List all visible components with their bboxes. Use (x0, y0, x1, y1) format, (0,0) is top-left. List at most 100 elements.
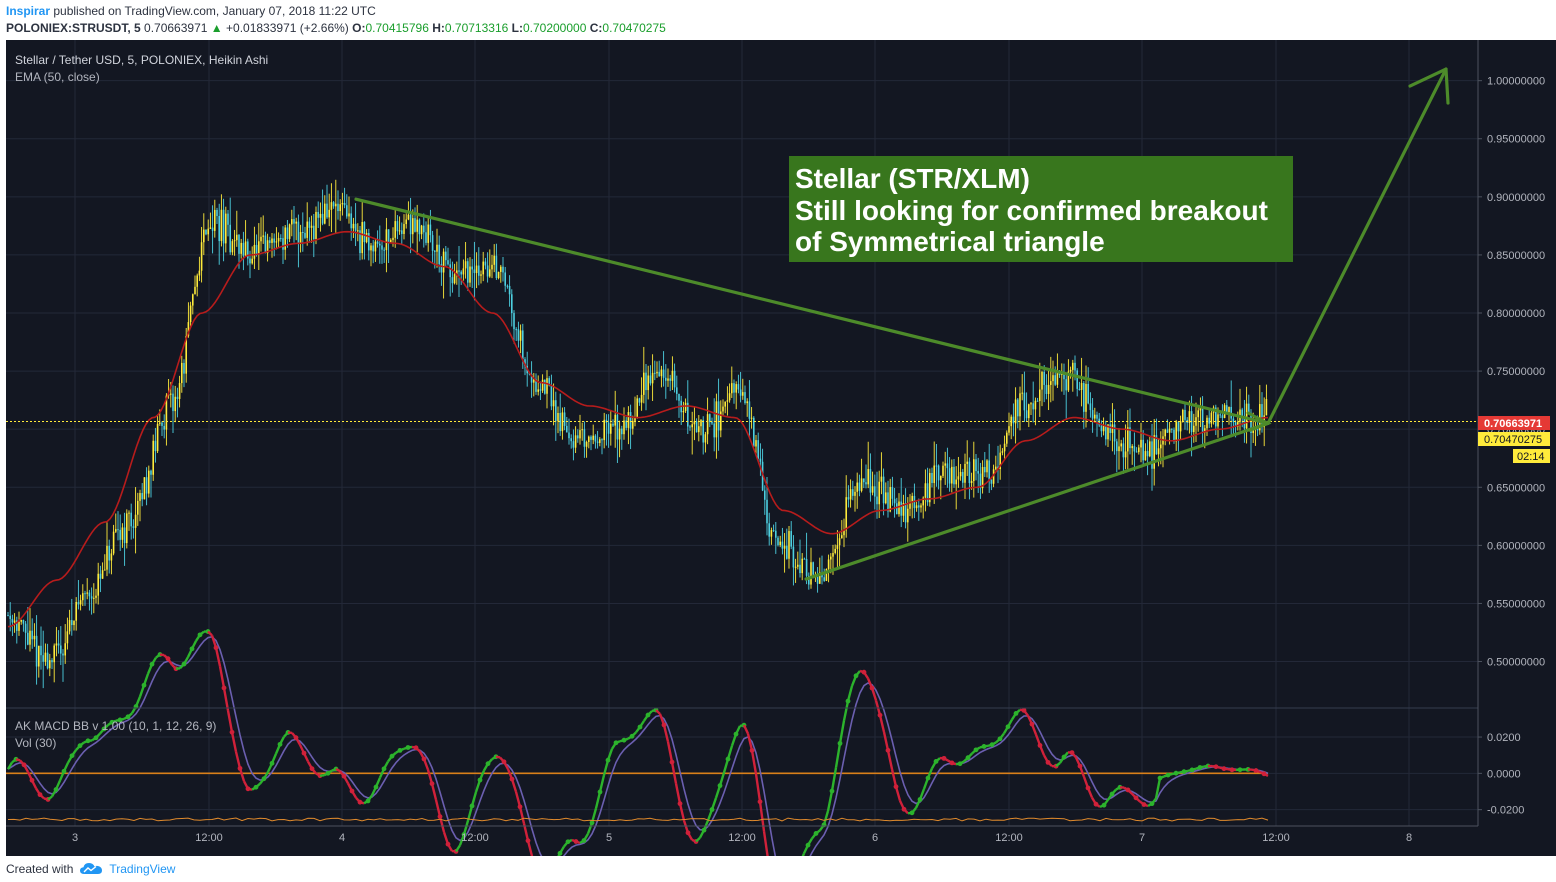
candle-body (22, 619, 25, 624)
macd-segment (606, 748, 614, 761)
candle-body (196, 275, 198, 287)
candle-body (665, 377, 667, 381)
macd-segment (327, 769, 333, 775)
candle-body (123, 527, 126, 544)
candle-body (46, 652, 49, 669)
candle-body (403, 224, 405, 234)
macd-axis[interactable]: 0.0200 0.0000 -0.0200 (1478, 732, 1524, 817)
macd-segment (662, 724, 670, 743)
candle-body (71, 620, 73, 626)
candle-body (445, 251, 447, 261)
macd-segment (518, 806, 526, 824)
candle-body (874, 486, 876, 497)
candle-body (328, 209, 330, 218)
author-link[interactable]: Inspirar (6, 4, 51, 18)
time-axis[interactable]: 3 12:00 4 12:00 5 12:00 6 12:00 7 12:00 8 (72, 832, 1412, 844)
candle-body (847, 497, 850, 500)
candle-body (522, 330, 524, 360)
candle-body (251, 258, 253, 264)
candle-body (574, 435, 577, 448)
candle-body (497, 271, 500, 279)
candle-body (1065, 379, 1067, 391)
time-tick-label: 8 (1406, 832, 1412, 844)
candle-body (1151, 441, 1153, 469)
macd-segment (415, 746, 421, 753)
macd-segment (1086, 787, 1094, 799)
macd-segment (1263, 772, 1269, 777)
candle-body (1072, 362, 1074, 370)
price-axis[interactable]: 1.00000000 0.95000000 0.90000000 0.85000000… (1478, 76, 1545, 669)
macd-segment (1095, 803, 1101, 808)
macd-panel (6, 629, 1478, 882)
chart-svg[interactable]: Stellar (STR/XLM) Still looking for conf… (6, 40, 1556, 882)
macd-segment (462, 820, 470, 835)
candle-body (280, 238, 282, 240)
candle-body (1131, 446, 1133, 449)
candle-body (944, 463, 946, 466)
candle-body (310, 225, 313, 228)
candle-body (746, 401, 748, 404)
symbol-label: POLONIEX:STRUSDT, 5 (6, 21, 141, 35)
legend-title[interactable]: Stellar / Tether USD, 5, POLONIEX, Heiki… (15, 53, 268, 67)
candle-body (1164, 429, 1166, 437)
annotation-box[interactable] (789, 156, 1293, 262)
candle-body (220, 209, 223, 242)
candle-body (13, 620, 16, 623)
legend-vol[interactable]: Vol (30) (15, 736, 56, 750)
candle-body (57, 643, 60, 646)
candle-body (676, 387, 678, 394)
candle-body (194, 286, 196, 295)
macd-segment (834, 743, 842, 768)
candle-body (889, 487, 891, 512)
price-change: +0.01833971 (+2.66%) (226, 21, 349, 35)
time-tick-label: 12:00 (461, 832, 489, 844)
candle-body (682, 410, 685, 413)
macd-segment (666, 741, 674, 763)
candle-body (506, 285, 509, 287)
macd-segment (1159, 775, 1165, 780)
candle-body (93, 597, 95, 599)
macd-segment (1078, 765, 1086, 778)
candle-body (1087, 383, 1089, 404)
candle-body (702, 419, 704, 443)
candle-body (1096, 414, 1098, 419)
candle-body (1261, 404, 1263, 428)
candle-body (130, 512, 132, 527)
macd-segment (159, 653, 165, 657)
price-tick-label: 0.65000000 (1487, 482, 1545, 494)
candle-body (709, 414, 711, 422)
candle-body (530, 373, 533, 383)
candle-body (165, 395, 168, 430)
candle-body (18, 621, 20, 631)
candle-body (519, 330, 522, 341)
candle-body (500, 266, 502, 272)
candle-body (1135, 451, 1138, 453)
candle-body (211, 227, 214, 231)
candle-body (205, 229, 207, 235)
candle-body (264, 235, 267, 254)
tradingview-link[interactable]: TradingView (109, 862, 176, 876)
legend-ema[interactable]: EMA (50, close) (15, 70, 100, 84)
candle-body (262, 235, 264, 237)
legend-macd[interactable]: AK MACD BB v 1.00 (10, 1, 12, 26, 9) (15, 719, 216, 733)
chart-area[interactable]: Stellar (STR/XLM) Still looking for conf… (6, 40, 1556, 882)
candle-body (1219, 414, 1221, 416)
macd-segment (951, 761, 957, 766)
low-label: L: (511, 21, 523, 35)
candle-body (170, 393, 172, 395)
symbol-ohlc-bar: POLONIEX:STRUSDT, 5 0.70663971 ▲ +0.0183… (6, 21, 666, 35)
candle-body (1179, 421, 1182, 432)
candle-body (618, 428, 621, 440)
candle-body (269, 240, 271, 243)
candle-body (1008, 426, 1010, 433)
candle-body (73, 620, 75, 626)
macd-segment (79, 741, 85, 747)
macd-segment (975, 746, 981, 751)
candle-body (486, 265, 489, 277)
candle-body (1149, 441, 1151, 457)
candle-body (783, 545, 786, 549)
candle-body (651, 372, 654, 384)
candle-body (990, 479, 993, 484)
time-tick-label: 12:00 (1262, 832, 1290, 844)
candle-body (552, 400, 555, 407)
